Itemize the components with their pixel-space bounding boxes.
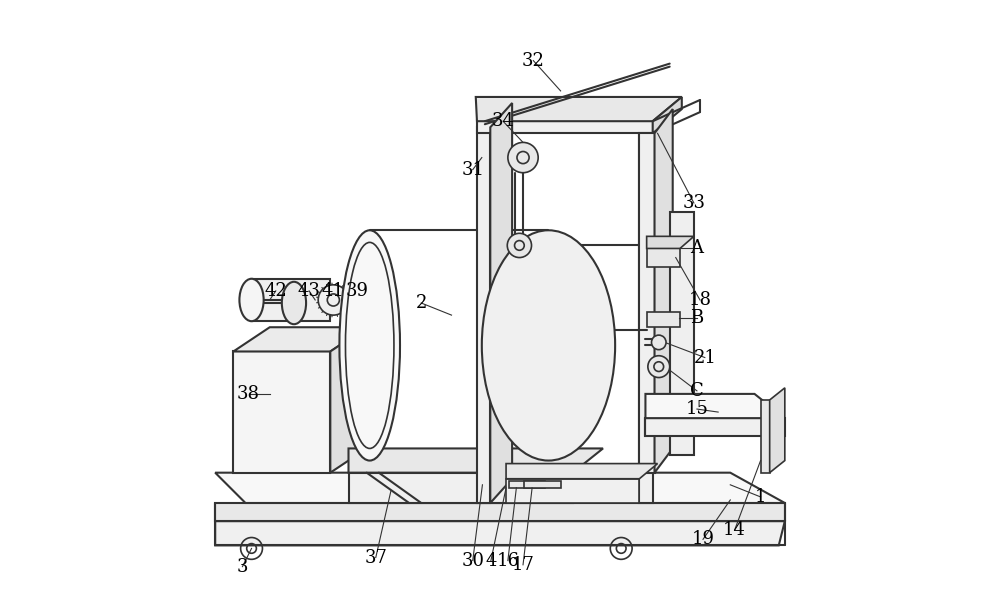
Circle shape xyxy=(651,335,666,350)
Ellipse shape xyxy=(239,279,264,321)
Text: 42: 42 xyxy=(264,282,287,300)
Text: 14: 14 xyxy=(723,521,746,539)
Text: 15: 15 xyxy=(686,400,708,418)
Text: 17: 17 xyxy=(512,556,534,574)
Circle shape xyxy=(507,233,532,258)
Ellipse shape xyxy=(282,282,306,324)
Polygon shape xyxy=(330,327,367,473)
Text: 31: 31 xyxy=(461,161,484,179)
Text: 3: 3 xyxy=(237,558,248,576)
Text: 1: 1 xyxy=(755,488,766,506)
Text: 43: 43 xyxy=(298,282,321,300)
Polygon shape xyxy=(215,473,785,503)
Text: C: C xyxy=(690,382,704,400)
Bar xyxy=(639,127,653,503)
Polygon shape xyxy=(647,236,694,248)
Text: 30: 30 xyxy=(461,551,484,570)
Polygon shape xyxy=(490,103,512,503)
Text: 41: 41 xyxy=(322,282,345,300)
Circle shape xyxy=(648,356,670,378)
Bar xyxy=(349,473,573,503)
Polygon shape xyxy=(506,464,658,479)
Text: 21: 21 xyxy=(693,348,716,367)
Text: 18: 18 xyxy=(688,291,711,309)
Text: 38: 38 xyxy=(237,385,260,403)
Bar xyxy=(647,312,680,327)
Ellipse shape xyxy=(482,230,615,461)
Bar xyxy=(761,400,770,473)
Text: 32: 32 xyxy=(522,52,545,70)
Circle shape xyxy=(508,142,538,173)
Text: A: A xyxy=(690,239,703,258)
Bar xyxy=(647,248,680,267)
Polygon shape xyxy=(770,388,785,473)
Bar xyxy=(233,351,330,473)
Polygon shape xyxy=(653,97,682,133)
Text: 16: 16 xyxy=(496,551,519,570)
Polygon shape xyxy=(655,109,673,473)
Text: 37: 37 xyxy=(364,548,387,567)
Polygon shape xyxy=(215,521,785,545)
Bar xyxy=(573,324,591,336)
Bar xyxy=(639,133,655,473)
Bar xyxy=(477,127,490,503)
Text: 2: 2 xyxy=(416,294,427,312)
Polygon shape xyxy=(645,418,785,436)
Bar xyxy=(252,279,330,321)
Circle shape xyxy=(350,293,365,307)
Polygon shape xyxy=(215,503,785,521)
Text: 33: 33 xyxy=(682,194,705,212)
Text: 34: 34 xyxy=(492,112,514,130)
Ellipse shape xyxy=(339,230,400,461)
Polygon shape xyxy=(476,97,682,121)
Text: 19: 19 xyxy=(692,530,715,548)
Bar xyxy=(477,120,653,133)
Bar xyxy=(670,212,694,454)
Polygon shape xyxy=(645,394,785,418)
Bar xyxy=(524,481,561,488)
Text: B: B xyxy=(690,309,704,327)
Text: 39: 39 xyxy=(346,282,369,300)
Polygon shape xyxy=(233,327,367,351)
Bar xyxy=(506,479,639,503)
Bar xyxy=(509,481,545,488)
Circle shape xyxy=(318,285,349,315)
Polygon shape xyxy=(349,448,603,473)
Text: 4: 4 xyxy=(485,551,497,570)
